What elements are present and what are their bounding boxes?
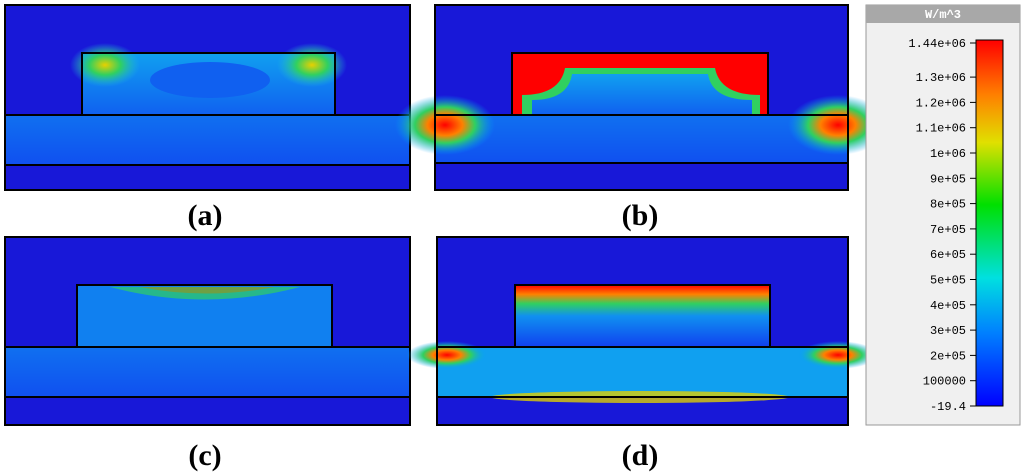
colorbar-tick-label: 8e+05 <box>930 198 966 212</box>
panel-label: (c) <box>188 439 221 472</box>
colorbar-gradient <box>975 39 1004 407</box>
colorbar-tick-label: 7e+05 <box>930 223 966 237</box>
colorbar-title: W/m^3 <box>925 8 961 22</box>
panel-a <box>4 4 411 191</box>
panel-label: (d) <box>622 439 659 472</box>
colorbar-tick-label: 1e+06 <box>930 147 966 161</box>
colorbar-tick-label: 1.2e+06 <box>916 96 966 110</box>
colorbar-tick-label: 1.1e+06 <box>916 122 966 136</box>
colorbar-tick-label: 3e+05 <box>930 324 966 338</box>
colorbar-tick-label: 9e+05 <box>930 172 966 186</box>
colorbar-tick-label: 1.3e+06 <box>916 71 966 85</box>
colorbar-tick-label: 5e+05 <box>930 274 966 288</box>
panel-c <box>4 236 411 426</box>
panel-label: (a) <box>188 199 223 232</box>
panel-label: (b) <box>622 199 659 232</box>
panel-d <box>407 236 878 426</box>
colorbar: W/m^3 1.44e+06 1.3e+06 1.2e+06 1.1e+06 1e+06… <box>865 4 1021 426</box>
colorbar-tick-label: 6e+05 <box>930 248 966 262</box>
colorbar-tick-label: -19.4 <box>930 400 966 414</box>
colorbar-tick-label: 4e+05 <box>930 299 966 313</box>
colorbar-tick-label: 100000 <box>923 375 966 389</box>
panel-b <box>395 4 888 191</box>
colorbar-tick-label: 2e+05 <box>930 349 966 363</box>
colorbar-tick-label: 1.44e+06 <box>908 37 966 51</box>
